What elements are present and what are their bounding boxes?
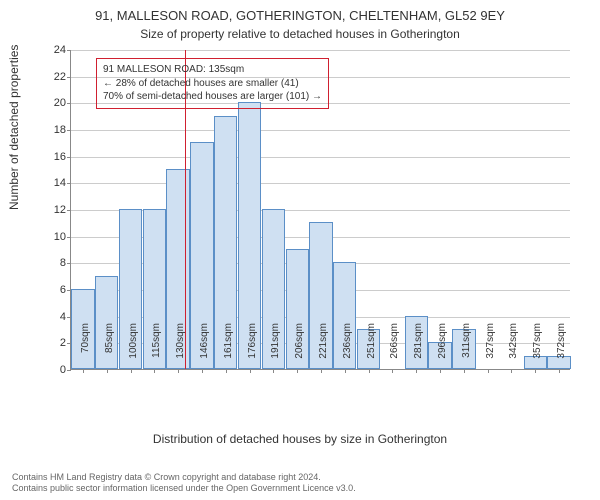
x-tick-label: 266sqm [389, 323, 400, 373]
chart-subtitle: Size of property relative to detached ho… [0, 25, 600, 43]
y-tick-label: 18 [54, 124, 71, 136]
x-tick-label: 372sqm [556, 323, 567, 373]
y-axis-label: Number of detached properties [7, 45, 21, 210]
annotation-line: 70% of semi-detached houses are larger (… [103, 90, 322, 104]
chart-plot-area: 02468101214161820222470sqm85sqm100sqm115… [70, 50, 570, 370]
y-tick-label: 22 [54, 71, 71, 83]
gridline [71, 130, 570, 131]
x-axis-label: Distribution of detached houses by size … [0, 432, 600, 446]
y-tick-label: 6 [60, 284, 71, 296]
y-tick-label: 12 [54, 204, 71, 216]
y-tick-label: 0 [60, 364, 71, 376]
x-tick-label: 281sqm [413, 323, 424, 373]
x-tick-label: 85sqm [104, 323, 115, 373]
gridline [71, 157, 570, 158]
footer-line: Contains HM Land Registry data © Crown c… [12, 472, 356, 483]
x-tick-label: 342sqm [508, 323, 519, 373]
chart-title: 91, MALLESON ROAD, GOTHERINGTON, CHELTEN… [0, 0, 600, 25]
y-tick-label: 8 [60, 257, 71, 269]
footer-line: Contains public sector information licen… [12, 483, 356, 494]
y-tick-label: 14 [54, 177, 71, 189]
x-tick-label: 236sqm [342, 323, 353, 373]
y-tick-label: 16 [54, 151, 71, 163]
x-tick-label: 115sqm [151, 323, 162, 373]
x-tick-label: 296sqm [437, 323, 448, 373]
x-tick-label: 327sqm [485, 323, 496, 373]
footer-attribution: Contains HM Land Registry data © Crown c… [12, 472, 356, 495]
x-tick-label: 161sqm [223, 323, 234, 373]
x-tick-label: 221sqm [318, 323, 329, 373]
y-tick-label: 4 [60, 311, 71, 323]
annotation-line: 91 MALLESON ROAD: 135sqm [103, 63, 322, 77]
x-tick-label: 206sqm [294, 323, 305, 373]
x-tick-label: 251sqm [366, 323, 377, 373]
page: { "title": "91, MALLESON ROAD, GOTHERING… [0, 0, 600, 500]
y-tick-label: 20 [54, 97, 71, 109]
gridline [71, 183, 570, 184]
x-tick-label: 100sqm [128, 323, 139, 373]
x-tick-label: 311sqm [461, 323, 472, 373]
y-tick-label: 24 [54, 44, 71, 56]
x-tick-label: 191sqm [270, 323, 281, 373]
x-tick-label: 357sqm [532, 323, 543, 373]
annotation-line: ← 28% of detached houses are smaller (41… [103, 77, 322, 91]
x-tick-label: 70sqm [80, 323, 91, 373]
x-tick-label: 146sqm [199, 323, 210, 373]
y-tick-label: 2 [60, 337, 71, 349]
x-tick-label: 176sqm [247, 323, 258, 373]
annotation-box: 91 MALLESON ROAD: 135sqm ← 28% of detach… [96, 58, 329, 109]
gridline [71, 50, 570, 51]
y-tick-label: 10 [54, 231, 71, 243]
